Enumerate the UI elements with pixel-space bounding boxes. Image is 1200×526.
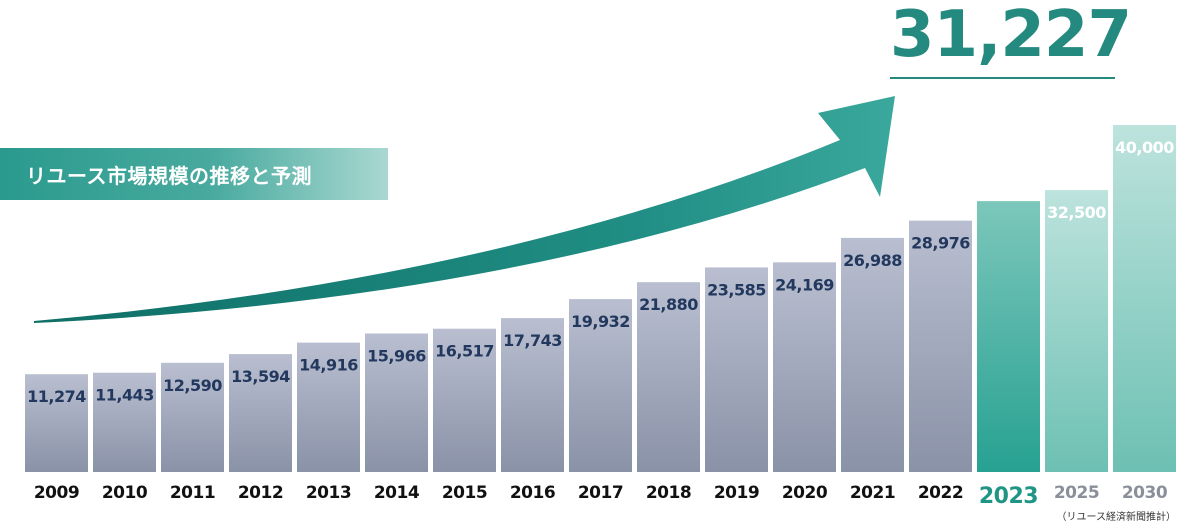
value-label-2009: 11,274 — [27, 387, 86, 406]
value-label-2014: 15,966 — [367, 346, 426, 365]
category-label-2020: 2020 — [782, 483, 828, 503]
bar-2017 — [569, 299, 632, 472]
value-label-2020: 24,169 — [775, 275, 834, 294]
category-label-2022: 2022 — [918, 483, 963, 503]
value-label-2015: 16,517 — [435, 342, 494, 361]
category-label-2025: 2025 — [1054, 483, 1099, 503]
value-label-2017: 19,932 — [571, 312, 630, 331]
category-label-2019: 2019 — [714, 483, 759, 503]
bar-2016 — [501, 318, 564, 472]
value-label-2013: 14,916 — [299, 356, 358, 375]
category-label-2018: 2018 — [646, 483, 691, 503]
category-label-2017: 2017 — [578, 483, 623, 503]
category-label-2023: 2023 — [979, 484, 1038, 509]
chart-title: リユース市場規模の推移と予測 — [26, 164, 312, 188]
bar-2014 — [365, 333, 428, 472]
bar-2015 — [433, 328, 496, 472]
chart-title-band: リユース市場規模の推移と予測 — [0, 148, 388, 200]
category-label-2021: 2021 — [850, 483, 895, 503]
value-label-2011: 12,590 — [163, 376, 222, 395]
category-label-2010: 2010 — [102, 483, 148, 503]
growth-arrow — [34, 96, 895, 323]
headline-callout: 31,227 — [890, 0, 1132, 80]
bar-2012 — [229, 354, 292, 472]
value-label-2012: 13,594 — [231, 367, 290, 386]
bar-2018 — [637, 282, 700, 472]
value-label-2021: 26,988 — [843, 251, 902, 270]
bar-2020 — [773, 262, 836, 472]
headline-underline — [890, 77, 1115, 79]
bar-2019 — [705, 267, 768, 472]
category-label-2012: 2012 — [238, 483, 283, 503]
category-label-2009: 2009 — [34, 483, 79, 503]
value-label-2025: 32,500 — [1047, 203, 1106, 222]
category-label-2014: 2014 — [374, 483, 420, 503]
bar-2011 — [161, 362, 224, 472]
category-label-2011: 2011 — [170, 483, 215, 503]
bar-2009 — [25, 374, 88, 472]
value-label-2010: 11,443 — [95, 386, 154, 405]
headline-value: 31,227 — [890, 0, 1132, 72]
category-label-2013: 2013 — [306, 483, 351, 503]
category-label-2016: 2016 — [510, 483, 555, 503]
bar-2022 — [909, 220, 972, 472]
bar-2023 — [977, 201, 1040, 472]
bar-2030 — [1113, 125, 1176, 472]
value-label-2016: 17,743 — [503, 331, 562, 350]
value-label-2018: 21,880 — [639, 295, 698, 314]
value-label-2019: 23,585 — [707, 280, 766, 299]
category-label-2030: 2030 — [1122, 483, 1168, 503]
source-note: （リユース経済新聞推計） — [1056, 512, 1177, 523]
value-label-2022: 28,976 — [911, 234, 970, 253]
bar-2010 — [93, 372, 156, 472]
value-label-2030: 40,000 — [1115, 138, 1174, 157]
bar-2025 — [1045, 190, 1108, 472]
bar-2021 — [841, 237, 904, 472]
bar-2013 — [297, 342, 360, 472]
category-label-2015: 2015 — [442, 483, 487, 503]
